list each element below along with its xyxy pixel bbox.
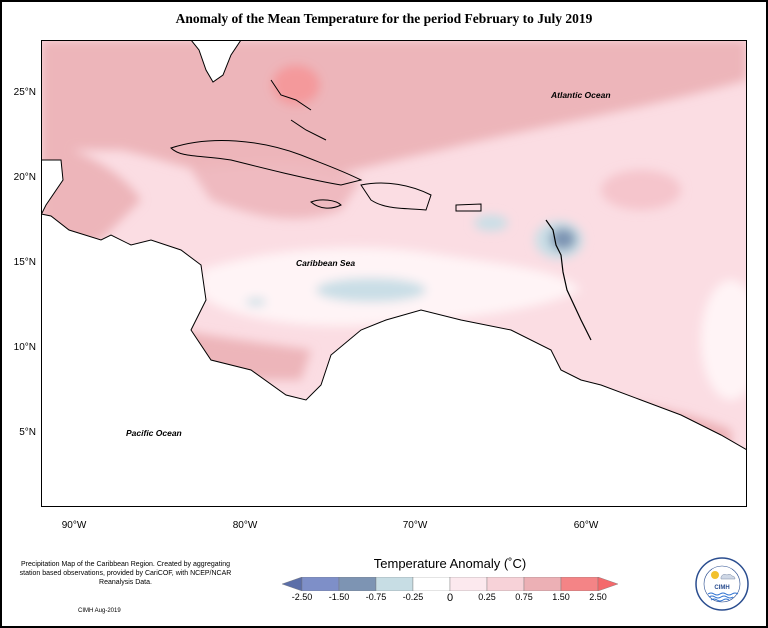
hispaniola-outline	[360, 182, 432, 211]
map-border	[41, 40, 747, 507]
legend-swatch	[301, 577, 340, 591]
legend-swatch	[560, 577, 599, 591]
puerto-rico-outline	[455, 203, 482, 212]
cuba-warm-zone	[191, 163, 361, 219]
lat-tick-15n: 15°N	[13, 257, 36, 268]
east-pale-zone	[701, 280, 747, 400]
pacific-ocean-label: Pacific Ocean	[126, 428, 182, 438]
cimh-logo-text: CIMH	[714, 585, 729, 591]
lon-tick-70w: 70°W	[402, 520, 428, 531]
lon-tick-90w: 90°W	[61, 520, 87, 531]
puerto-rico-cool-patch	[474, 215, 508, 231]
lesser-antilles-cold-core	[550, 228, 576, 250]
bahamas-outline	[270, 79, 327, 141]
bahamas-hot-spot	[272, 65, 320, 105]
lesser-antilles-outline	[545, 219, 592, 341]
legend-title: Temperature Anomaly (˚C)	[373, 556, 527, 571]
legend-tick-label: 2.50	[589, 592, 607, 602]
cloud-icon	[720, 573, 736, 580]
cuba-outline	[170, 140, 363, 186]
legend-tick-label: 0.25	[478, 592, 496, 602]
atlantic-ocean-label: Atlantic Ocean	[550, 90, 611, 100]
legend-tick-label: -2.50	[291, 592, 313, 602]
lon-tick-80w: 80°W	[232, 520, 258, 531]
caribbean-blue-patch	[316, 278, 426, 302]
legend-swatch	[523, 577, 562, 591]
source-note: Precipitation Map of the Caribbean Regio…	[19, 561, 232, 586]
mexico-land	[41, 159, 64, 216]
florida-land	[190, 40, 242, 83]
jamaica-outline	[310, 199, 342, 209]
legend-tick-label: -0.25	[402, 592, 424, 602]
legend-tick-label: -0.75	[365, 592, 387, 602]
legend-tick-label: 1.50	[552, 592, 570, 602]
legend-swatch	[597, 577, 618, 591]
legend-swatch	[375, 577, 414, 591]
legend-swatch	[338, 577, 377, 591]
legend-swatch	[449, 577, 488, 591]
lat-tick-25n: 25°N	[13, 87, 36, 98]
legend-swatch	[486, 577, 525, 591]
central-america-land	[41, 213, 747, 507]
wave-icon	[707, 592, 739, 602]
lat-tick-20n: 20°N	[13, 172, 36, 183]
atlantic-warm-spot	[601, 170, 681, 210]
map-title: Anomaly of the Mean Temperature for the …	[175, 11, 593, 26]
legend-tick-label: -1.50	[328, 592, 350, 602]
legend-colorbar	[282, 577, 618, 591]
legend-swatch	[282, 577, 303, 591]
legend-tick-label: 0.75	[515, 592, 533, 602]
cimh-logo: CIMH	[695, 557, 749, 611]
legend-tick-label: 0	[446, 592, 454, 604]
caribbean-small-blue-patch	[246, 298, 266, 306]
legend-swatch	[412, 577, 451, 591]
lat-tick-10n: 10°N	[13, 342, 36, 353]
sun-icon	[711, 571, 719, 579]
caribbean-sea-label: Caribbean Sea	[296, 258, 355, 268]
temperature-anomaly-map: Atlantic Ocean Caribbean Sea Pacific Oce…	[41, 40, 747, 507]
lat-tick-5n: 5°N	[19, 427, 36, 438]
lon-tick-60w: 60°W	[573, 520, 599, 531]
credit-label: CIMH Aug-2019	[78, 608, 121, 614]
